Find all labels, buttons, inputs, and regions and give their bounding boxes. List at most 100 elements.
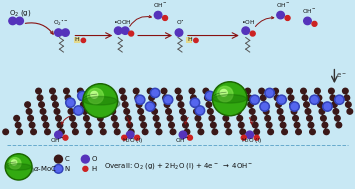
Circle shape <box>119 88 125 94</box>
Circle shape <box>124 109 130 114</box>
Circle shape <box>296 129 301 135</box>
Circle shape <box>203 88 209 94</box>
Circle shape <box>246 131 253 139</box>
Circle shape <box>129 129 134 135</box>
Circle shape <box>55 29 62 36</box>
Circle shape <box>87 129 92 135</box>
Circle shape <box>79 95 84 101</box>
Circle shape <box>152 109 157 114</box>
Circle shape <box>273 88 278 94</box>
Circle shape <box>304 17 311 25</box>
Circle shape <box>81 38 86 43</box>
Text: N: N <box>65 166 70 172</box>
Circle shape <box>265 88 274 98</box>
Circle shape <box>68 109 74 114</box>
Circle shape <box>28 115 33 121</box>
Circle shape <box>26 109 32 114</box>
Circle shape <box>36 88 41 94</box>
Circle shape <box>64 88 69 94</box>
Circle shape <box>276 102 282 107</box>
Circle shape <box>54 164 63 173</box>
Circle shape <box>280 122 286 128</box>
Circle shape <box>277 11 284 19</box>
Ellipse shape <box>6 164 31 170</box>
Circle shape <box>343 88 348 94</box>
Circle shape <box>220 102 226 107</box>
Circle shape <box>135 135 140 140</box>
Circle shape <box>9 158 21 169</box>
Circle shape <box>141 122 146 128</box>
Text: O$_2$$^{\bullet-}$: O$_2$$^{\bullet-}$ <box>54 19 69 28</box>
Ellipse shape <box>83 96 117 105</box>
Circle shape <box>175 88 181 94</box>
Circle shape <box>301 88 306 94</box>
Circle shape <box>7 155 31 179</box>
Text: O$_2$ (g): O$_2$ (g) <box>9 8 31 18</box>
Circle shape <box>187 135 192 140</box>
Circle shape <box>347 109 353 114</box>
Circle shape <box>16 17 23 25</box>
Circle shape <box>315 88 320 94</box>
Circle shape <box>195 115 201 121</box>
Circle shape <box>194 38 198 43</box>
Circle shape <box>246 95 252 101</box>
Circle shape <box>165 97 171 103</box>
Circle shape <box>54 155 62 163</box>
Circle shape <box>147 103 153 110</box>
Circle shape <box>291 109 297 114</box>
Circle shape <box>45 129 50 135</box>
Circle shape <box>100 129 106 135</box>
Circle shape <box>234 102 240 107</box>
Circle shape <box>105 88 111 94</box>
Circle shape <box>237 115 242 121</box>
Circle shape <box>334 115 340 121</box>
Text: OH$^-$: OH$^-$ <box>175 136 190 144</box>
Circle shape <box>204 95 210 101</box>
Circle shape <box>79 93 86 99</box>
Circle shape <box>178 102 184 107</box>
Circle shape <box>88 88 104 104</box>
Circle shape <box>122 135 127 140</box>
Circle shape <box>9 17 16 25</box>
Circle shape <box>84 85 116 116</box>
Circle shape <box>252 122 258 128</box>
Circle shape <box>311 97 318 103</box>
Circle shape <box>254 129 260 135</box>
Circle shape <box>262 103 268 110</box>
Circle shape <box>242 27 250 34</box>
Circle shape <box>180 109 185 114</box>
Circle shape <box>344 95 350 101</box>
Circle shape <box>265 115 271 121</box>
Circle shape <box>153 115 159 121</box>
Circle shape <box>310 95 319 104</box>
Circle shape <box>150 88 160 98</box>
Circle shape <box>220 89 227 96</box>
Circle shape <box>81 102 86 107</box>
Circle shape <box>129 31 134 36</box>
Circle shape <box>217 86 233 102</box>
Circle shape <box>83 84 118 118</box>
Circle shape <box>208 109 213 114</box>
Circle shape <box>17 129 22 135</box>
Text: $\bullet$OOH: $\bullet$OOH <box>113 18 132 26</box>
Circle shape <box>104 91 113 101</box>
Circle shape <box>15 122 21 128</box>
Circle shape <box>260 102 269 111</box>
Circle shape <box>65 95 71 101</box>
FancyArrowPatch shape <box>127 118 131 124</box>
Circle shape <box>233 95 238 101</box>
Circle shape <box>169 122 174 128</box>
Circle shape <box>92 88 97 94</box>
Circle shape <box>179 131 187 139</box>
Circle shape <box>82 109 88 114</box>
Circle shape <box>310 129 315 135</box>
Circle shape <box>323 102 332 111</box>
Text: e$^-$: e$^-$ <box>337 71 347 80</box>
Circle shape <box>254 135 259 140</box>
Circle shape <box>152 90 158 96</box>
Circle shape <box>184 129 190 135</box>
Circle shape <box>127 122 132 128</box>
Circle shape <box>197 107 203 114</box>
Circle shape <box>142 129 148 135</box>
Circle shape <box>336 122 342 128</box>
